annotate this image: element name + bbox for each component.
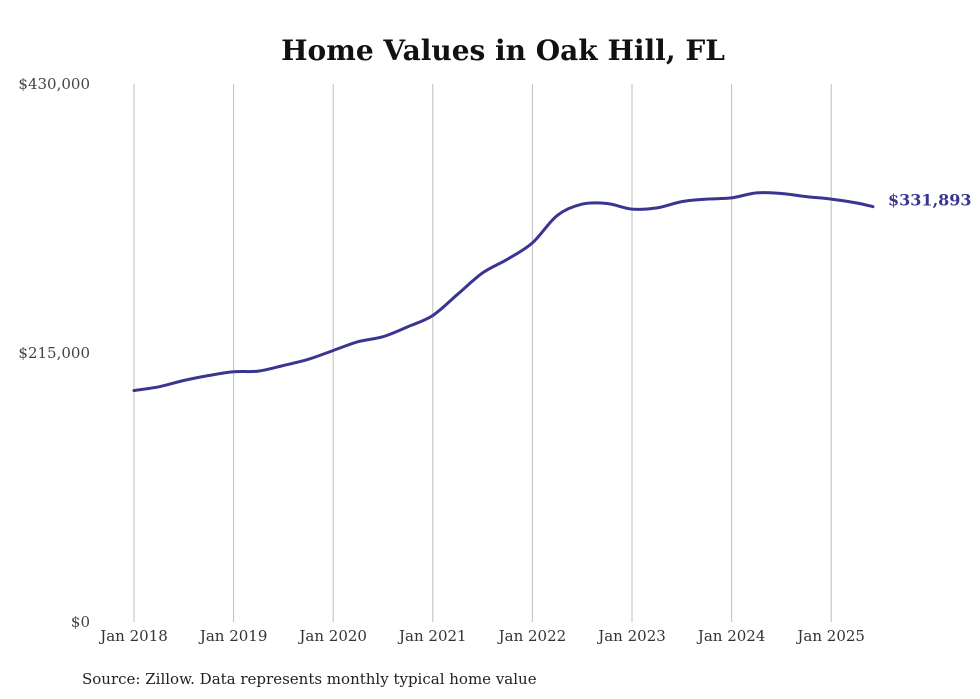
home-value-line [132,191,875,392]
chart-title: Home Values in Oak Hill, FL [281,34,725,67]
y-axis-ticks: $0 $215,000 $430,000 [18,75,90,631]
y-tick-label: $215,000 [18,344,90,362]
y-tick-label: $430,000 [18,75,90,93]
gridlines [133,84,832,622]
x-tick-label: Jan 2024 [696,627,766,645]
x-tick-label: Jan 2023 [596,627,666,645]
x-tick-label: Jan 2025 [795,627,865,645]
x-tick-label: Jan 2019 [198,627,268,645]
y-tick-label: $0 [71,613,90,631]
x-tick-label: Jan 2018 [98,627,168,645]
x-tick-label: Jan 2020 [297,627,367,645]
x-axis-ticks: Jan 2018 Jan 2019 Jan 2020 Jan 2021 Jan 2022… [98,627,865,645]
source-note: Source: Zillow. Data represents monthly … [82,670,537,688]
x-tick-label: Jan 2022 [497,627,567,645]
latest-value-label: $331,893 [888,191,972,210]
x-tick-label: Jan 2021 [397,627,467,645]
